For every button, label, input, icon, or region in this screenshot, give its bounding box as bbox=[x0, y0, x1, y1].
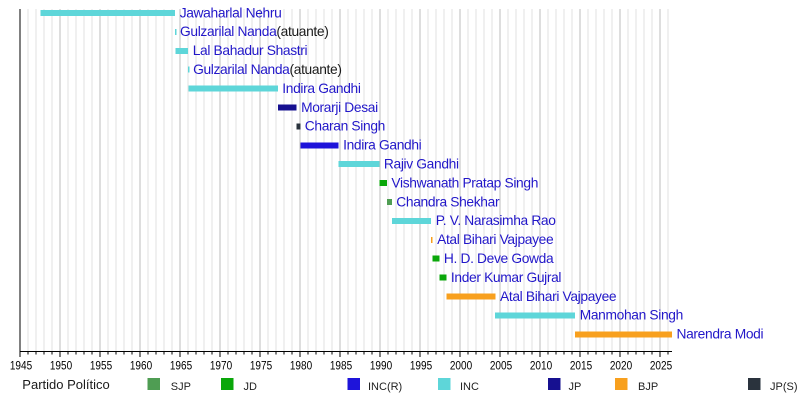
svg-text:2025: 2025 bbox=[650, 360, 672, 372]
svg-text:H. D. Deve Gowda: H. D. Deve Gowda bbox=[444, 251, 554, 266]
svg-text:Morarji Desai: Morarji Desai bbox=[301, 100, 378, 115]
svg-text:P. V. Narasimha Rao: P. V. Narasimha Rao bbox=[436, 213, 557, 228]
svg-text:INC(R): INC(R) bbox=[368, 381, 402, 393]
svg-text:1985: 1985 bbox=[330, 360, 352, 372]
svg-text:Manmohan Singh: Manmohan Singh bbox=[580, 308, 683, 323]
svg-text:Vishwanath Pratap Singh: Vishwanath Pratap Singh bbox=[391, 175, 538, 190]
svg-text:1980: 1980 bbox=[290, 360, 312, 372]
svg-text:JD: JD bbox=[244, 381, 258, 393]
svg-text:1965: 1965 bbox=[170, 360, 192, 372]
svg-text:2005: 2005 bbox=[490, 360, 512, 372]
svg-text:Indira Gandhi: Indira Gandhi bbox=[282, 81, 361, 96]
svg-text:1955: 1955 bbox=[90, 360, 112, 372]
svg-text:1975: 1975 bbox=[250, 360, 272, 372]
svg-text:1995: 1995 bbox=[410, 360, 432, 372]
svg-text:Narendra Modi: Narendra Modi bbox=[677, 327, 764, 342]
svg-text:Partido Político: Partido Político bbox=[22, 377, 109, 392]
svg-text:Charan Singh: Charan Singh bbox=[305, 119, 385, 134]
svg-text:BJP: BJP bbox=[638, 381, 658, 393]
svg-text:2020: 2020 bbox=[610, 360, 632, 372]
svg-text:JP(S): JP(S) bbox=[770, 381, 798, 393]
svg-text:Inder Kumar Gujral: Inder Kumar Gujral bbox=[451, 270, 562, 285]
svg-text:1945: 1945 bbox=[10, 360, 32, 372]
svg-text:1970: 1970 bbox=[210, 360, 232, 372]
svg-text:1990: 1990 bbox=[370, 360, 392, 372]
svg-text:2000: 2000 bbox=[450, 360, 472, 372]
svg-text:Chandra Shekhar: Chandra Shekhar bbox=[396, 194, 500, 209]
svg-text:2010: 2010 bbox=[530, 360, 552, 372]
svg-text:Rajiv Gandhi: Rajiv Gandhi bbox=[384, 157, 459, 172]
svg-text:Indira Gandhi: Indira Gandhi bbox=[343, 138, 422, 153]
svg-text:2015: 2015 bbox=[570, 360, 592, 372]
svg-text:Atal Bihari Vajpayee: Atal Bihari Vajpayee bbox=[500, 289, 617, 304]
svg-text:Lal Bahadur Shastri: Lal Bahadur Shastri bbox=[193, 43, 308, 58]
svg-text:1950: 1950 bbox=[50, 360, 72, 372]
svg-text:INC: INC bbox=[460, 381, 479, 393]
svg-text:Gulzarilal Nanda(atuante): Gulzarilal Nanda(atuante) bbox=[180, 24, 328, 39]
svg-text:Gulzarilal Nanda(atuante): Gulzarilal Nanda(atuante) bbox=[193, 62, 341, 77]
svg-text:Jawaharlal Nehru: Jawaharlal Nehru bbox=[180, 5, 282, 20]
svg-text:Atal Bihari Vajpayee: Atal Bihari Vajpayee bbox=[437, 232, 554, 247]
svg-text:SJP: SJP bbox=[171, 381, 191, 393]
svg-text:1960: 1960 bbox=[130, 360, 152, 372]
svg-text:JP: JP bbox=[569, 381, 582, 393]
